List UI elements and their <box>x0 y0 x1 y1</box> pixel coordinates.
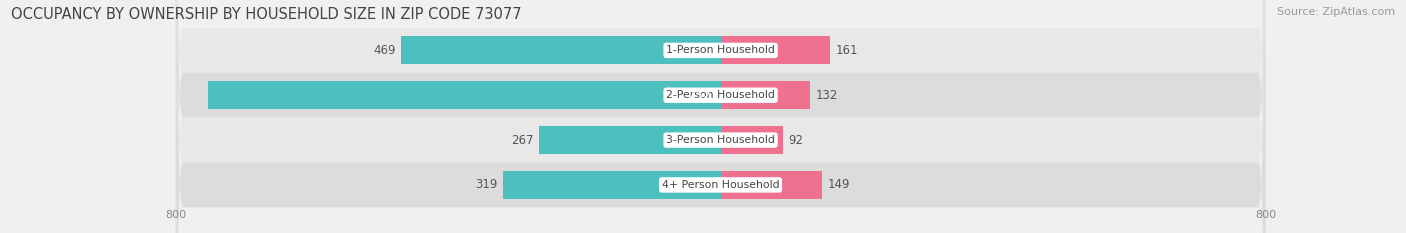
Bar <box>721 81 810 109</box>
Text: 149: 149 <box>828 178 851 192</box>
Bar <box>721 37 830 64</box>
Text: 1-Person Household: 1-Person Household <box>666 45 775 55</box>
Text: Source: ZipAtlas.com: Source: ZipAtlas.com <box>1277 7 1395 17</box>
Text: 161: 161 <box>835 44 858 57</box>
Text: 92: 92 <box>789 134 804 147</box>
Text: 3-Person Household: 3-Person Household <box>666 135 775 145</box>
Text: 267: 267 <box>510 134 533 147</box>
FancyBboxPatch shape <box>176 0 1265 233</box>
Bar <box>721 126 783 154</box>
Text: OCCUPANCY BY OWNERSHIP BY HOUSEHOLD SIZE IN ZIP CODE 73077: OCCUPANCY BY OWNERSHIP BY HOUSEHOLD SIZE… <box>11 7 522 22</box>
Text: 319: 319 <box>475 178 498 192</box>
FancyBboxPatch shape <box>176 0 1265 233</box>
Bar <box>503 171 721 199</box>
Text: 4+ Person Household: 4+ Person Household <box>662 180 779 190</box>
Text: 752: 752 <box>688 89 710 102</box>
Bar <box>721 171 823 199</box>
Bar <box>401 37 721 64</box>
Text: 2-Person Household: 2-Person Household <box>666 90 775 100</box>
FancyBboxPatch shape <box>176 0 1265 233</box>
Text: 469: 469 <box>373 44 395 57</box>
Bar <box>208 81 721 109</box>
FancyBboxPatch shape <box>176 0 1265 233</box>
Bar <box>538 126 721 154</box>
Text: 132: 132 <box>815 89 838 102</box>
